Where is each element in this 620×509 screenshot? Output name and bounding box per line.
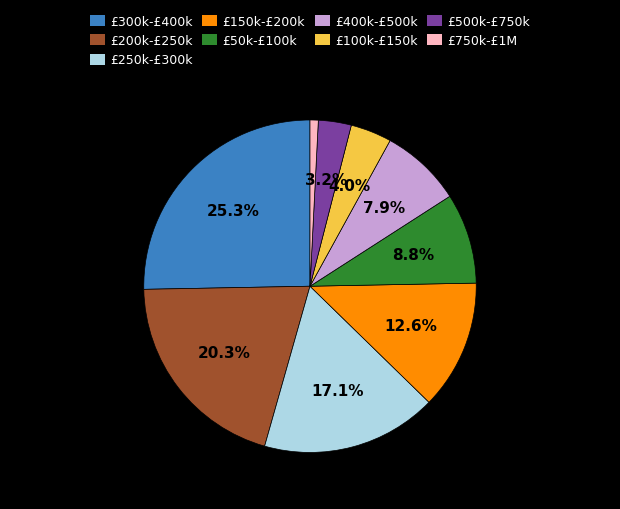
Text: 7.9%: 7.9% bbox=[363, 201, 405, 215]
Text: 12.6%: 12.6% bbox=[384, 319, 437, 334]
Text: 8.8%: 8.8% bbox=[392, 248, 435, 263]
Wedge shape bbox=[265, 287, 429, 453]
Wedge shape bbox=[310, 121, 318, 287]
Text: 3.2%: 3.2% bbox=[305, 173, 347, 187]
Wedge shape bbox=[144, 287, 310, 446]
Wedge shape bbox=[310, 142, 450, 287]
Legend: £300k-£400k, £200k-£250k, £250k-£300k, £150k-£200k, £50k-£100k, £400k-£500k, £10: £300k-£400k, £200k-£250k, £250k-£300k, £… bbox=[85, 11, 535, 72]
Wedge shape bbox=[310, 284, 476, 403]
Text: 17.1%: 17.1% bbox=[312, 383, 364, 399]
Wedge shape bbox=[144, 121, 310, 290]
Wedge shape bbox=[310, 197, 476, 287]
Wedge shape bbox=[310, 121, 352, 287]
Text: 20.3%: 20.3% bbox=[198, 345, 251, 360]
Wedge shape bbox=[310, 126, 390, 287]
Text: 25.3%: 25.3% bbox=[206, 204, 259, 218]
Text: 4.0%: 4.0% bbox=[329, 179, 371, 194]
